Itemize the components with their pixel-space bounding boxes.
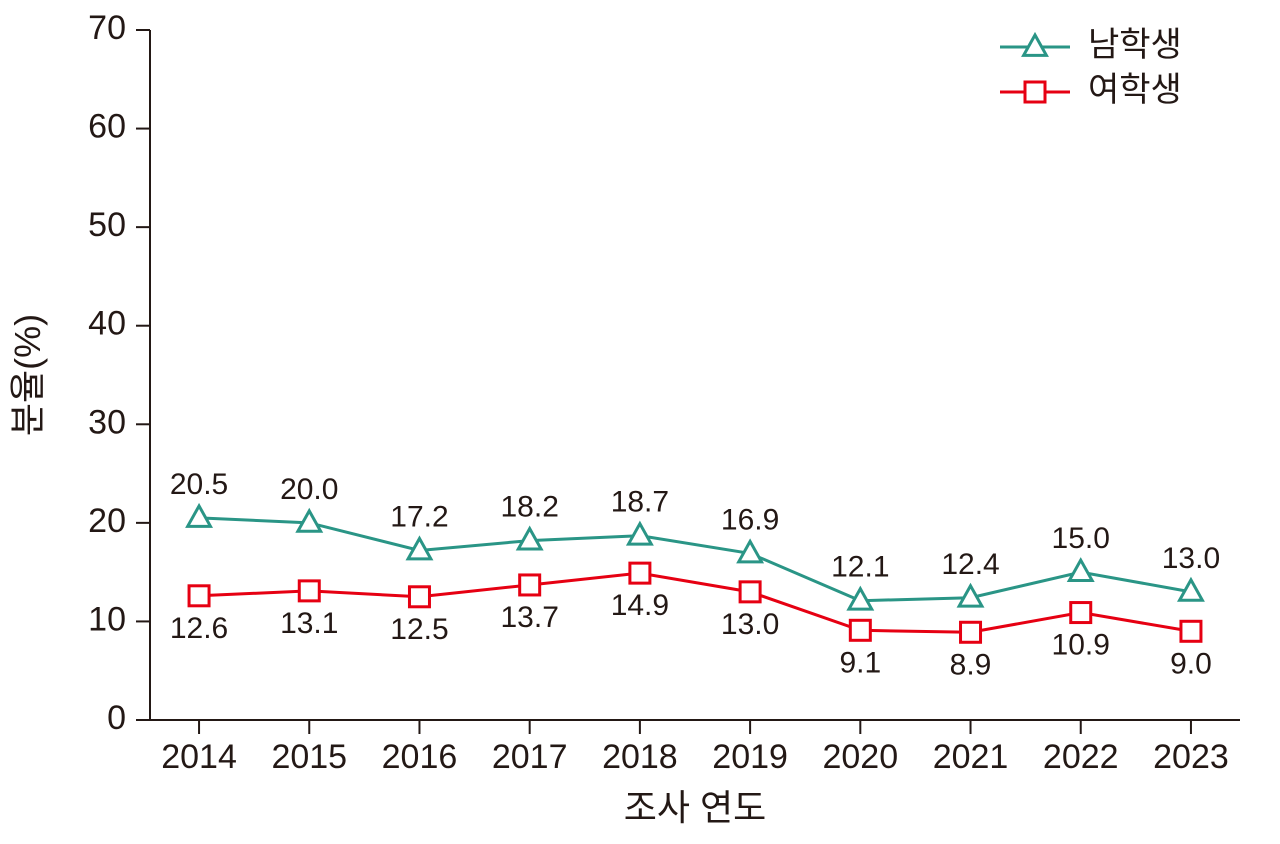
x-tick-label: 2023 bbox=[1153, 738, 1229, 776]
legend-label-0: 남학생 bbox=[1088, 26, 1182, 64]
series-marker-0 bbox=[1069, 560, 1092, 580]
x-tick-label: 2021 bbox=[933, 738, 1009, 776]
data-label-1: 13.1 bbox=[280, 607, 338, 640]
series-marker-1 bbox=[630, 563, 650, 583]
y-tick-label: 70 bbox=[88, 9, 126, 47]
data-label-0: 12.4 bbox=[941, 548, 999, 581]
data-label-0: 17.2 bbox=[390, 500, 448, 533]
x-tick-label: 2014 bbox=[161, 738, 237, 776]
y-axis-label: 분율(%) bbox=[7, 314, 48, 436]
series-marker-1 bbox=[850, 620, 870, 640]
line-chart: 0 10 20 30 40 50 60 70 2014 2015 2016 2017 2018 2019 2… bbox=[0, 0, 1280, 844]
series-marker-1 bbox=[189, 586, 209, 606]
data-label-1: 14.9 bbox=[611, 589, 669, 622]
series-marker-1 bbox=[409, 587, 429, 607]
data-label-1: 9.0 bbox=[1170, 647, 1212, 680]
data-label-0: 18.7 bbox=[611, 486, 669, 519]
data-label-1: 13.0 bbox=[721, 608, 779, 641]
y-tick-label: 50 bbox=[88, 206, 126, 244]
data-label-1: 9.1 bbox=[839, 646, 881, 679]
data-label-1: 8.9 bbox=[950, 648, 992, 681]
x-tick-label: 2016 bbox=[382, 738, 458, 776]
x-tick-label: 2015 bbox=[271, 738, 347, 776]
series-marker-1 bbox=[1071, 603, 1091, 623]
y-tick-label: 20 bbox=[88, 502, 126, 540]
x-tick-label: 2022 bbox=[1043, 738, 1119, 776]
x-tick-label: 2017 bbox=[492, 738, 568, 776]
y-tick-label: 10 bbox=[88, 600, 126, 638]
series-marker-1 bbox=[1181, 621, 1201, 641]
data-label-1: 10.9 bbox=[1052, 629, 1110, 662]
series-marker-1 bbox=[299, 581, 319, 601]
data-label-0: 16.9 bbox=[721, 503, 779, 536]
data-label-0: 20.0 bbox=[280, 473, 338, 506]
y-tick-label: 40 bbox=[88, 305, 126, 343]
legend-marker-0 bbox=[1024, 35, 1047, 55]
data-label-0: 20.5 bbox=[170, 468, 228, 501]
chart-container: 0 10 20 30 40 50 60 70 2014 2015 2016 2017 2018 2019 2… bbox=[0, 0, 1280, 844]
data-label-1: 13.7 bbox=[500, 601, 558, 634]
legend-marker-1 bbox=[1025, 82, 1045, 102]
x-tick-label: 2019 bbox=[712, 738, 788, 776]
data-label-0: 13.0 bbox=[1162, 542, 1220, 575]
series-line-0 bbox=[199, 518, 1191, 601]
series-marker-1 bbox=[740, 582, 760, 602]
y-tick-label: 30 bbox=[88, 403, 126, 441]
series-marker-1 bbox=[961, 622, 981, 642]
data-label-1: 12.6 bbox=[170, 612, 228, 645]
y-tick-label: 0 bbox=[107, 699, 126, 737]
x-axis-label: 조사 연도 bbox=[624, 787, 766, 828]
x-tick-label: 2018 bbox=[602, 738, 678, 776]
legend-label-1: 여학생 bbox=[1088, 71, 1182, 109]
data-label-1: 12.5 bbox=[390, 613, 448, 646]
y-tick-label: 60 bbox=[88, 108, 126, 146]
series-marker-0 bbox=[188, 506, 211, 526]
series-marker-0 bbox=[628, 524, 651, 544]
data-label-0: 18.2 bbox=[500, 491, 558, 524]
series-marker-1 bbox=[520, 575, 540, 595]
data-label-0: 15.0 bbox=[1052, 522, 1110, 555]
x-tick-label: 2020 bbox=[822, 738, 898, 776]
data-label-0: 12.1 bbox=[831, 551, 889, 584]
